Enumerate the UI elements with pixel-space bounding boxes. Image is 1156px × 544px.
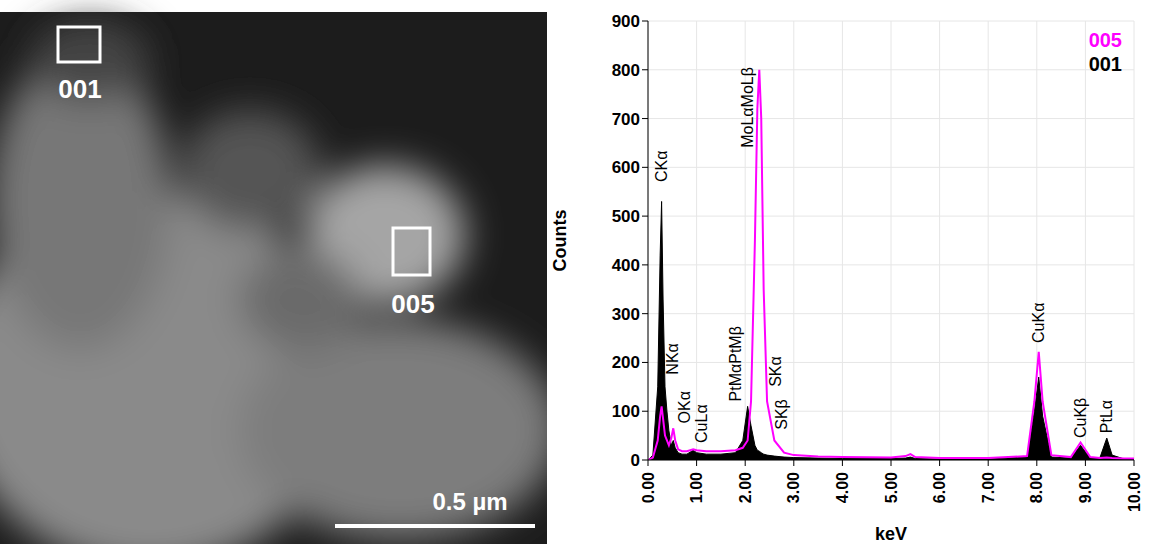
svg-text:PtLα: PtLα xyxy=(1098,400,1115,433)
svg-text:0.00: 0.00 xyxy=(640,472,657,503)
svg-text:100: 100 xyxy=(612,402,640,421)
svg-text:MoLαMoLβ: MoLαMoLβ xyxy=(739,67,756,148)
svg-text:SKβ: SKβ xyxy=(773,399,790,430)
svg-text:001: 001 xyxy=(58,74,101,104)
html-text:005: 005 xyxy=(1088,29,1122,51)
html-text:001: 001 xyxy=(1088,53,1122,75)
svg-text:CuKα: CuKα xyxy=(1030,303,1047,343)
svg-text:10.00: 10.00 xyxy=(1126,472,1143,512)
svg-text:6.00: 6.00 xyxy=(931,472,948,503)
svg-text:0: 0 xyxy=(631,451,640,470)
svg-text:CKα: CKα xyxy=(653,150,670,181)
svg-text:0.5 µm: 0.5 µm xyxy=(432,488,507,515)
svg-text:SKα: SKα xyxy=(767,356,784,387)
svg-text:4.00: 4.00 xyxy=(834,472,851,503)
svg-text:200: 200 xyxy=(612,353,640,372)
svg-text:keV: keV xyxy=(875,524,907,544)
svg-text:5.00: 5.00 xyxy=(883,472,900,503)
svg-text:500: 500 xyxy=(612,207,640,226)
svg-text:700: 700 xyxy=(612,110,640,129)
svg-text:005: 005 xyxy=(391,289,434,319)
svg-text:800: 800 xyxy=(612,61,640,80)
svg-text:300: 300 xyxy=(612,305,640,324)
svg-text:OKα: OKα xyxy=(676,391,693,423)
svg-text:400: 400 xyxy=(612,256,640,275)
svg-text:600: 600 xyxy=(612,158,640,177)
svg-text:7.00: 7.00 xyxy=(980,472,997,503)
svg-text:1.00: 1.00 xyxy=(688,472,705,503)
svg-text:NKα: NKα xyxy=(664,343,681,374)
svg-text:3.00: 3.00 xyxy=(785,472,802,503)
svg-text:9.00: 9.00 xyxy=(1077,472,1094,503)
svg-text:PtMαPtMβ: PtMαPtMβ xyxy=(727,326,744,401)
svg-text:CuLα: CuLα xyxy=(693,404,710,443)
svg-text:2.00: 2.00 xyxy=(737,472,754,503)
svg-text:900: 900 xyxy=(612,12,640,31)
svg-text:CuKβ: CuKβ xyxy=(1072,398,1089,438)
svg-text:Counts: Counts xyxy=(550,210,570,272)
svg-text:8.00: 8.00 xyxy=(1028,472,1045,503)
